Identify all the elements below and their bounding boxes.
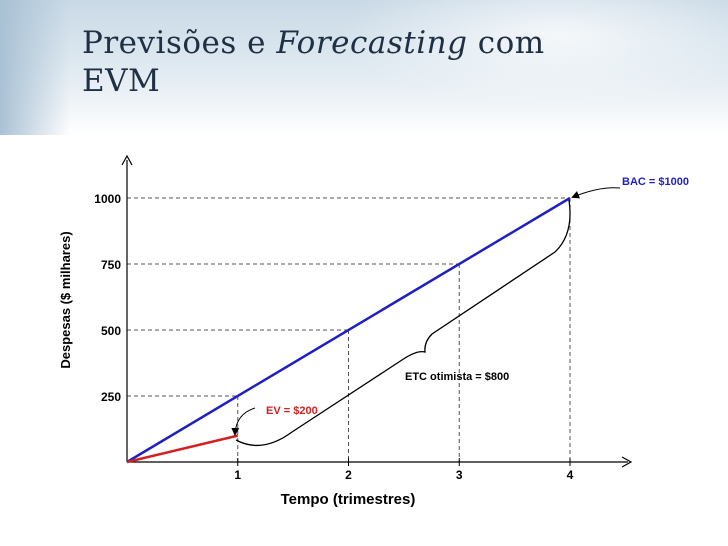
x-tick-label-3: 3 <box>456 468 463 482</box>
x-axis-arrow <box>621 456 633 468</box>
title-italic: Forecasting <box>276 25 468 61</box>
etc-label: ETC otimista = $800 <box>405 371 509 383</box>
ev-pointer-arrow <box>231 407 256 436</box>
series-line-ev <box>126 434 239 464</box>
x-tick-label-4: 4 <box>567 468 574 482</box>
y-axis-arrow <box>121 154 133 166</box>
y-tick-label-250: 250 <box>101 390 121 404</box>
slide-title: Previsões e Forecasting com EVM <box>82 24 682 100</box>
y-tick-label-1000: 1000 <box>94 192 121 206</box>
series-line-planejado <box>126 196 571 464</box>
title-line2: EVM <box>82 63 161 99</box>
x-tick-label-2: 2 <box>345 468 352 482</box>
x-tick-label-1: 1 <box>234 468 241 482</box>
bac-label: BAC = $1000 <box>622 176 689 188</box>
x-axis-label: Tempo (trimestres) <box>281 491 416 508</box>
title-part2: com <box>467 25 545 61</box>
y-tick-label-500: 500 <box>101 324 121 338</box>
header-background <box>0 0 728 135</box>
y-axis-label: Despesas ($ milhares) <box>58 231 73 368</box>
title-part1: Previsões e <box>82 25 277 61</box>
y-tick-label-750: 750 <box>101 258 121 272</box>
etc-brace <box>235 199 571 447</box>
bac-pointer-arrow <box>571 187 621 199</box>
ev-label: EV = $200 <box>266 405 318 417</box>
